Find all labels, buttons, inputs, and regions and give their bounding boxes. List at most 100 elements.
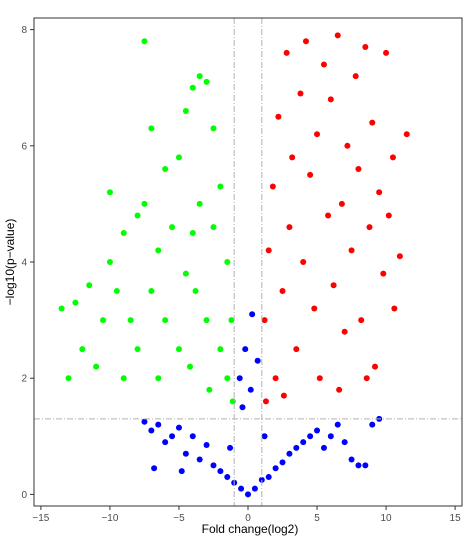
data-point-s0-32: [362, 462, 369, 469]
data-point-s2-12: [302, 38, 309, 45]
data-point-s0-36: [178, 468, 185, 475]
data-point-s1-9: [113, 288, 120, 295]
data-point-s0-25: [314, 427, 321, 434]
data-point-s1-13: [134, 212, 141, 219]
data-point-s2-4: [275, 113, 282, 120]
data-point-s1-10: [120, 229, 127, 236]
data-point-s2-7: [286, 224, 293, 231]
data-point-s0-23: [300, 439, 307, 446]
data-point-s2-0: [261, 317, 268, 324]
data-point-s2-16: [316, 375, 323, 382]
data-point-s0-41: [247, 386, 254, 393]
data-point-s2-8: [289, 154, 296, 161]
data-point-s1-15: [141, 38, 148, 45]
data-point-s0-6: [182, 450, 189, 457]
data-point-s1-2: [72, 299, 79, 306]
data-point-s2-25: [348, 247, 355, 254]
x-tick-label-2: −5: [173, 513, 185, 524]
data-point-s0-7: [189, 433, 196, 440]
data-point-s1-11: [120, 375, 127, 382]
data-point-s2-23: [341, 328, 348, 335]
data-point-s2-29: [362, 44, 369, 51]
data-point-s0-18: [265, 473, 272, 480]
data-point-s1-5: [93, 363, 100, 370]
data-point-s0-40: [254, 357, 261, 364]
data-point-s2-6: [283, 49, 290, 56]
data-points: [58, 32, 410, 498]
data-point-s0-10: [210, 462, 217, 469]
x-axis-title: Fold change(log2): [202, 522, 299, 536]
data-point-s1-25: [175, 346, 182, 353]
data-point-s2-14: [311, 305, 318, 312]
data-point-s0-9: [203, 442, 210, 448]
data-point-s2-18: [325, 212, 332, 219]
data-point-s2-36: [385, 212, 392, 219]
data-point-s0-3: [162, 439, 169, 446]
panel-border: [33, 17, 463, 507]
data-point-s2-27: [355, 166, 362, 173]
data-point-s2-43: [363, 375, 370, 382]
data-point-s1-18: [148, 288, 155, 295]
data-point-s1-39: [224, 375, 231, 382]
data-point-s1-44: [192, 288, 199, 295]
data-point-s2-42: [336, 386, 343, 393]
data-point-s1-33: [203, 317, 210, 324]
data-point-s0-16: [251, 485, 258, 492]
data-point-s0-31: [355, 462, 362, 469]
data-point-s0-21: [286, 450, 293, 457]
data-point-s2-40: [262, 398, 269, 405]
data-point-s2-19: [327, 96, 334, 103]
data-point-s0-33: [369, 421, 376, 428]
x-tick-label-0: −15: [32, 513, 49, 524]
data-point-s0-19: [272, 465, 279, 472]
data-point-s0-24: [307, 433, 314, 440]
data-point-s0-2: [155, 421, 162, 428]
data-point-s0-27: [327, 433, 334, 440]
data-point-s0-4: [169, 433, 176, 440]
data-point-s1-8: [106, 189, 113, 196]
data-point-s2-44: [391, 305, 398, 312]
data-point-s0-30: [348, 456, 355, 463]
data-point-s0-22: [293, 444, 300, 451]
data-point-s0-12: [224, 473, 231, 480]
data-point-s2-41: [280, 392, 287, 399]
data-point-s1-14: [134, 346, 141, 353]
data-point-s0-28: [334, 421, 341, 428]
data-point-s0-37: [242, 346, 249, 353]
data-point-s0-1: [148, 427, 155, 434]
data-point-s2-35: [383, 49, 390, 56]
data-point-s0-8: [196, 456, 203, 463]
data-point-s0-42: [239, 404, 246, 411]
data-point-s2-5: [279, 288, 286, 295]
x-tick-label-4: 5: [314, 513, 320, 524]
y-tick-label-4: 8: [21, 25, 27, 36]
data-point-s2-20: [330, 282, 337, 289]
data-point-s2-22: [338, 200, 345, 207]
data-point-s1-17: [148, 125, 155, 132]
threshold-lines: [34, 18, 462, 506]
data-point-s1-19: [155, 247, 162, 254]
data-point-s1-23: [169, 224, 176, 231]
data-point-s1-35: [210, 224, 217, 231]
data-point-s1-34: [210, 125, 217, 132]
x-tick-label-3: 0: [245, 513, 251, 524]
data-point-s1-6: [100, 317, 107, 324]
data-point-s1-12: [127, 317, 134, 324]
data-point-s2-24: [344, 142, 351, 149]
axes: −15 −10 −5 0 5 10 15 0 2 4 6 8: [21, 17, 463, 524]
data-point-s1-38: [224, 259, 231, 265]
x-tick-label-1: −10: [101, 513, 118, 524]
data-point-s2-28: [358, 317, 365, 324]
data-point-s2-13: [307, 171, 314, 178]
x-tick-label-5: 10: [381, 513, 393, 524]
y-tick-label-0: 0: [21, 490, 27, 501]
y-tick-label-3: 6: [21, 141, 27, 152]
data-point-s1-4: [86, 282, 93, 289]
data-point-s0-20: [279, 459, 286, 466]
y-tick-label-2: 4: [21, 258, 27, 269]
data-point-s1-26: [182, 107, 189, 114]
data-point-s2-32: [372, 363, 379, 370]
data-point-s1-22: [162, 317, 169, 324]
data-point-s1-20: [155, 375, 162, 382]
data-point-s0-11: [217, 468, 224, 475]
